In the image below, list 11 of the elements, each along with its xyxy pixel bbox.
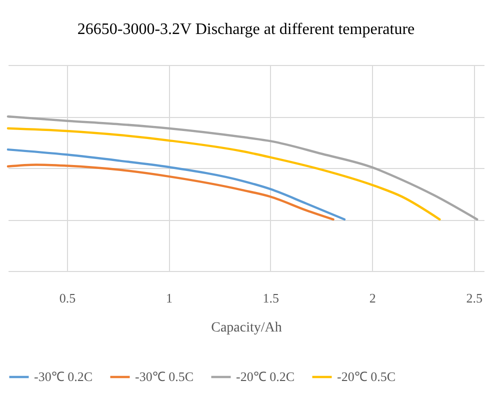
legend-label: -20℃ 0.2C: [236, 369, 294, 384]
x-axis-title: Capacity/Ah: [211, 320, 282, 336]
x-tick-label: 2: [369, 290, 376, 306]
x-tick-label: 1.5: [262, 290, 280, 306]
legend-label: -30℃ 0.2C: [34, 369, 92, 384]
x-tick-label: 2.5: [466, 290, 482, 306]
legend-label: -20℃ 0.5C: [337, 369, 396, 384]
x-tick-label: 1: [166, 290, 172, 306]
chart-title: 26650-3000-3.2V Discharge at different temperature: [77, 21, 415, 38]
legend-label: -30℃ 0.5C: [135, 369, 194, 384]
x-tick-label: 0.5: [59, 290, 76, 306]
